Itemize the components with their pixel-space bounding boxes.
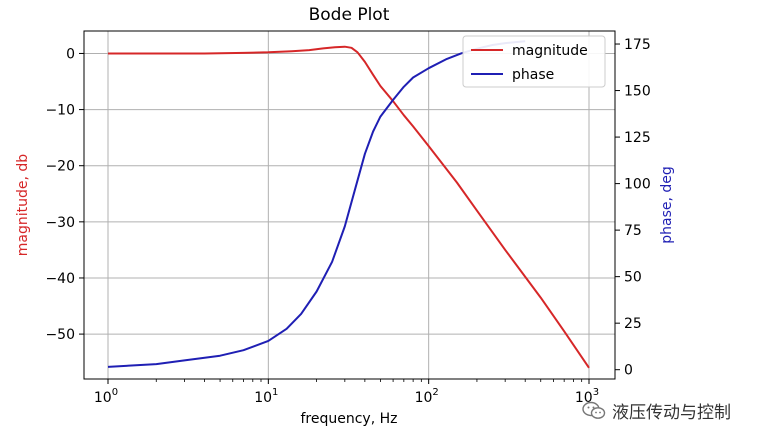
right-axis-ticks: 0 25 50 75 100 125 150 175 [615, 37, 651, 379]
x-axis-label: frequency, Hz [301, 411, 398, 427]
right-tick-label: 100 [624, 177, 651, 193]
series-line-magnitude [108, 45, 590, 369]
right-axis-label: phase, deg [659, 166, 675, 244]
left-tick-label: −50 [45, 327, 75, 343]
legend: magnitude phase [462, 35, 606, 88]
series-line-phase [107, 40, 526, 368]
left-tick-label: −30 [45, 215, 75, 231]
x-axis-ticks: 100 101 102 103 [94, 379, 599, 406]
right-tick-label: 175 [624, 37, 651, 53]
left-tick-label: −20 [45, 159, 75, 175]
left-tick-label: 0 [66, 46, 75, 62]
series-lines [107, 40, 590, 369]
legend-label-phase: phase [512, 67, 554, 83]
left-tick-label: −40 [45, 271, 75, 287]
wechat-icon [582, 401, 606, 419]
right-tick-label: 125 [624, 130, 651, 146]
right-tick-label: 75 [624, 223, 642, 239]
legend-label-magnitude: magnitude [512, 43, 588, 59]
left-tick-label: −10 [45, 103, 75, 119]
x-tick-label: 102 [415, 387, 439, 406]
right-tick-label: 0 [624, 363, 633, 379]
left-axis-ticks: 0 −10 −20 −30 −40 −50 [45, 46, 84, 343]
left-axis-label: magnitude, db [15, 154, 31, 257]
x-tick-label: 100 [94, 387, 118, 406]
right-tick-label: 25 [624, 316, 642, 332]
watermark-text: 液压传动与控制 [612, 403, 731, 423]
watermark: 液压传动与控制 [582, 398, 731, 423]
right-tick-label: 150 [624, 84, 651, 100]
chart-title: Bode Plot [309, 5, 390, 25]
x-tick-label: 101 [254, 387, 278, 406]
plot-frame [83, 30, 616, 380]
right-tick-label: 50 [624, 270, 642, 286]
